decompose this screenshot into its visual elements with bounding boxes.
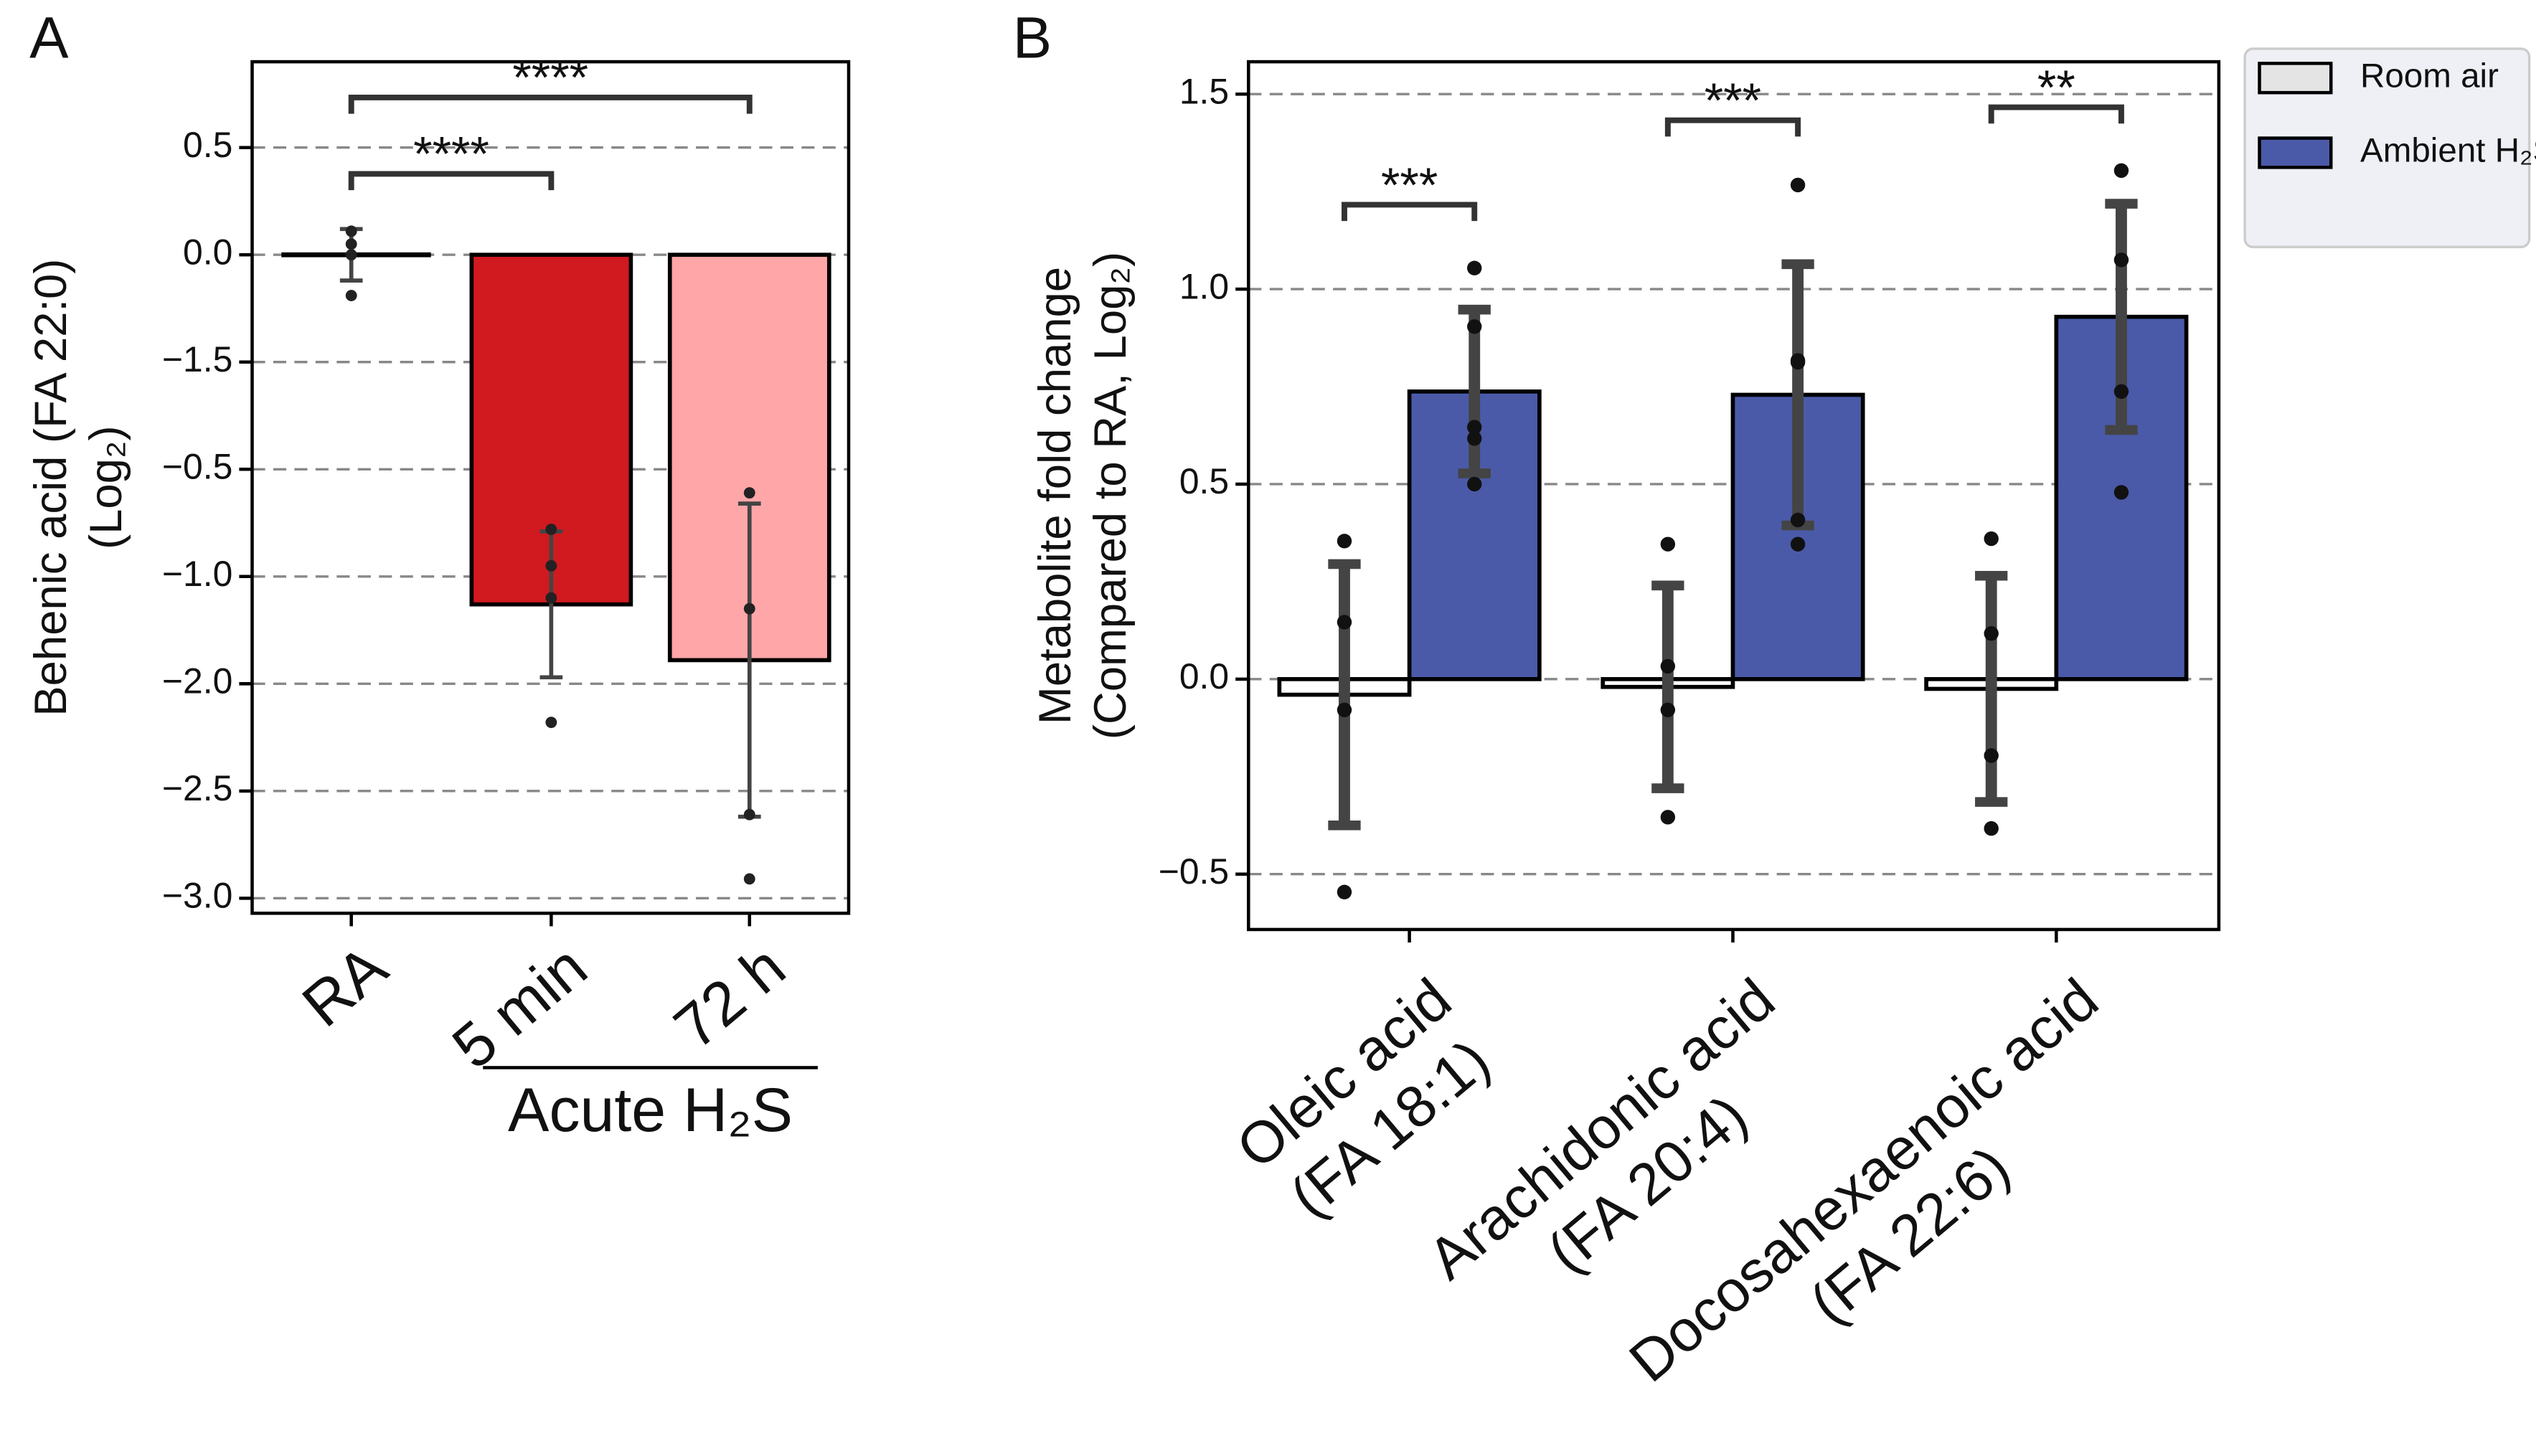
significance-label: ****	[413, 127, 489, 181]
x-tick-label: Oleic acid(FA 18:1)	[1225, 966, 1502, 1229]
bar	[1407, 389, 1542, 681]
significance-bracket	[348, 171, 555, 191]
data-point	[1337, 534, 1352, 549]
data-point	[2113, 485, 2129, 500]
y-tick-label: −3.0	[162, 876, 232, 916]
plot-frame	[1247, 60, 2221, 932]
y-tick-label: −2.5	[162, 768, 232, 808]
significance-bracket	[348, 94, 753, 114]
x-tick-label: RA	[290, 932, 400, 1040]
data-point	[545, 559, 557, 572]
x-tick-label: 72 h	[661, 932, 798, 1062]
plot-frame	[250, 60, 851, 915]
y-axis-title: Metabolite fold change (Compared to RA, L…	[1030, 252, 1136, 739]
data-point	[2113, 163, 2129, 178]
significance-label: **	[2037, 60, 2075, 115]
data-point	[1984, 531, 1999, 547]
y-axis-title-line: Behenic acid (FA 22:0)	[26, 259, 76, 717]
data-point	[545, 592, 557, 604]
significance-label: ****	[512, 50, 588, 105]
data-point	[545, 717, 557, 729]
y-tick-label: −2.0	[162, 661, 232, 701]
data-point	[1984, 626, 1999, 641]
data-point	[1337, 884, 1352, 899]
y-tick-label: 0.0	[183, 232, 232, 272]
y-axis-title-line: (Compared to RA, Log₂)	[1085, 252, 1136, 739]
data-point	[1790, 354, 1806, 370]
legend-label: Ambient H₂S	[2360, 132, 2536, 170]
data-point	[1984, 748, 1999, 763]
y-axis-title: Behenic acid (FA 22:0) (Log₂)	[26, 259, 131, 717]
data-point	[345, 225, 357, 237]
legend-swatch	[2258, 62, 2333, 95]
y-tick-label: 0.0	[1179, 656, 1229, 696]
legend-box	[2243, 47, 2531, 249]
panel-letter: B	[1013, 5, 1052, 70]
y-tick-label: 0.5	[183, 125, 232, 165]
group-label: Acute H₂S	[508, 1076, 793, 1145]
legend-swatch	[2258, 136, 2333, 169]
data-point	[1790, 536, 1806, 552]
y-tick-label: −0.5	[162, 446, 232, 486]
data-point	[345, 249, 357, 261]
data-point	[743, 873, 755, 885]
data-point	[743, 808, 755, 821]
y-tick-label: 0.5	[1179, 461, 1229, 501]
data-point	[1790, 177, 1806, 193]
y-tick-label: −1.0	[162, 554, 232, 594]
data-point	[1337, 702, 1352, 718]
significance-label: ***	[1381, 158, 1438, 212]
significance-bracket	[1664, 117, 1801, 137]
y-tick-label: 1.5	[1179, 71, 1229, 111]
data-point	[345, 238, 357, 250]
panel-letter: A	[29, 5, 69, 70]
y-axis-title-line: (Log₂)	[81, 425, 131, 549]
legend-label: Room air	[2360, 57, 2499, 95]
data-point	[1790, 512, 1806, 528]
y-tick-label: −1.5	[162, 339, 232, 379]
data-point	[1467, 319, 1482, 334]
data-point	[1984, 821, 1999, 836]
x-tick-label: 5 min	[440, 932, 600, 1082]
data-point	[1467, 431, 1482, 446]
y-tick-label: 1.0	[1179, 266, 1229, 306]
data-point	[1660, 810, 1676, 825]
significance-bracket	[1342, 202, 1478, 222]
data-point	[1660, 702, 1676, 718]
data-point	[545, 524, 557, 535]
data-point	[1660, 536, 1676, 552]
data-point	[1467, 476, 1482, 492]
data-point	[2113, 384, 2129, 400]
data-point	[1660, 658, 1676, 674]
y-tick-label: −0.5	[1159, 851, 1229, 892]
data-point	[1467, 420, 1482, 435]
data-point	[345, 290, 357, 301]
data-point	[743, 487, 755, 499]
y-axis-title-line: Metabolite fold change	[1030, 267, 1080, 724]
data-point	[2113, 252, 2129, 268]
data-point	[743, 602, 755, 615]
data-point	[1337, 615, 1352, 630]
significance-label: ***	[1705, 73, 1761, 128]
significance-bracket	[1988, 104, 2124, 124]
data-point	[1467, 260, 1482, 275]
